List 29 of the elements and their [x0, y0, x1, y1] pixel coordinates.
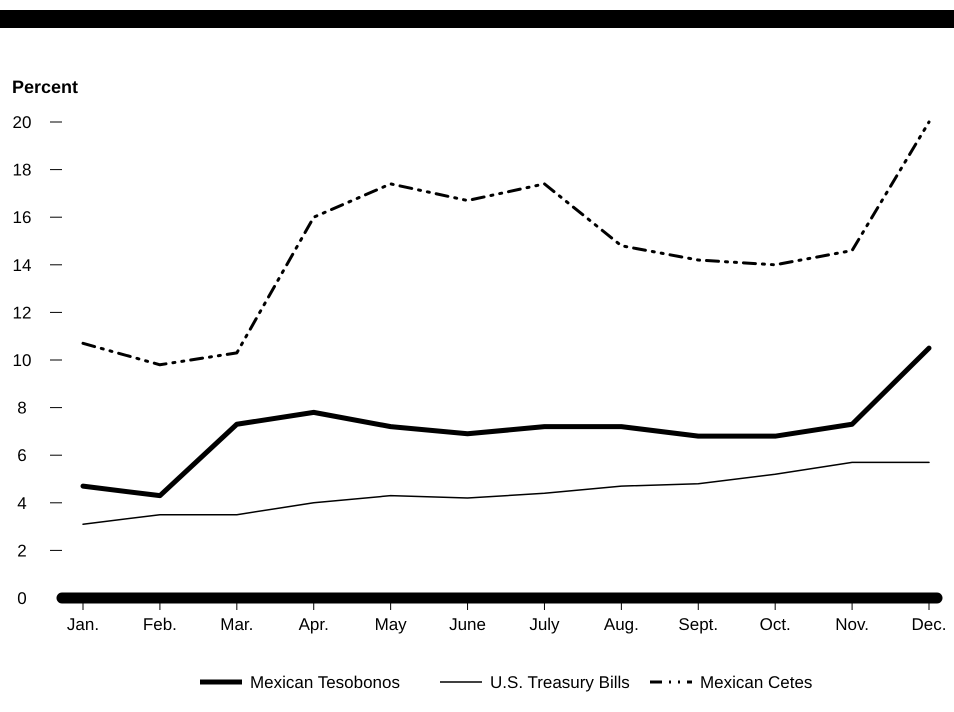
x-tick-label: Mar.	[220, 615, 254, 634]
y-tick-label: 0	[17, 588, 27, 608]
y-tick-label: 16	[12, 208, 32, 228]
x-tick-label: June	[449, 615, 486, 634]
y-axis-title: Percent	[12, 77, 78, 97]
legend-label: Mexican Tesobonos	[250, 672, 400, 692]
x-tick-label: Sept.	[678, 615, 718, 634]
y-tick-label: 14	[12, 256, 32, 275]
y-tick-label: 8	[17, 398, 27, 418]
x-tick-label: May	[374, 615, 408, 634]
y-tick-label: 2	[17, 541, 27, 560]
line-series	[82, 120, 930, 366]
y-tick-label: 12	[12, 303, 32, 322]
x-tick-label: Feb.	[142, 615, 177, 634]
y-tick-label: 20	[12, 112, 32, 132]
x-tick-label: Oct.	[760, 615, 791, 634]
x-tick-label: Jan.	[66, 615, 100, 634]
x-tick-label: Dec.	[912, 615, 946, 634]
x-tick-label: Aug.	[604, 615, 639, 634]
x-tick-label: Nov.	[835, 615, 869, 634]
line-series	[82, 462, 930, 525]
x-tick-label: July	[529, 615, 560, 634]
y-tick-label: 6	[17, 446, 27, 466]
x-tick-label: Apr.	[298, 615, 329, 634]
legend-label: U.S. Treasury Bills	[490, 672, 630, 692]
legend-label: Mexican Cetes	[700, 672, 812, 692]
y-tick-label: 18	[12, 160, 32, 180]
y-tick-label: 10	[12, 350, 32, 370]
y-tick-label: 4	[17, 494, 27, 513]
